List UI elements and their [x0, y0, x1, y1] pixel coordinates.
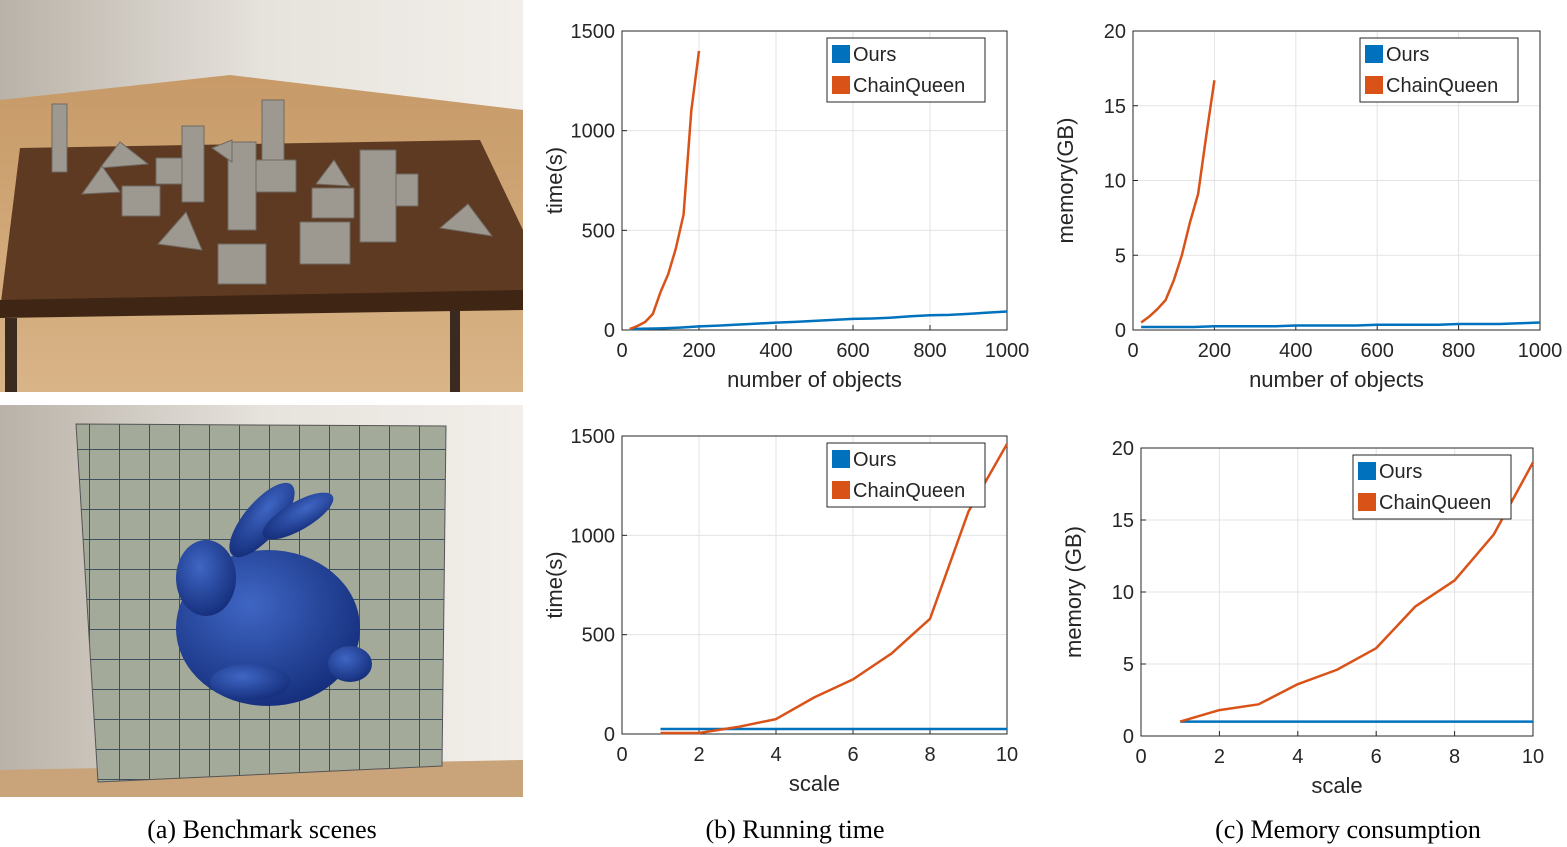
x-tick-label: 4	[770, 744, 781, 766]
x-tick-label: 0	[1135, 746, 1146, 768]
x-axis-label: scale	[789, 771, 840, 796]
legend-label: Ours	[1386, 44, 1429, 66]
y-tick-label: 15	[1112, 510, 1134, 532]
y-tick-label: 20	[1104, 21, 1126, 43]
legend-swatch	[1358, 493, 1376, 511]
x-tick-label: 600	[836, 340, 869, 362]
x-tick-label: 0	[616, 744, 627, 766]
legend-label: ChainQueen	[853, 75, 965, 97]
x-tick-label: 10	[1522, 746, 1544, 768]
legend-swatch	[832, 76, 850, 94]
x-tick-label: 6	[847, 744, 858, 766]
scene-image-top	[0, 0, 523, 392]
y-tick-label: 5	[1123, 654, 1134, 676]
x-tick-label: 4	[1292, 746, 1303, 768]
y-axis-label: memory (GB)	[1061, 526, 1086, 658]
legend-box	[826, 442, 986, 508]
legend-swatch	[1365, 45, 1383, 63]
x-tick-label: 2	[1214, 746, 1225, 768]
axes-frame	[1140, 447, 1534, 737]
chart: 0 2 4 6 8 10 0 5 10 15 20 scale memory (GB) Ours Chain…	[1061, 438, 1544, 798]
legend-box	[1359, 37, 1519, 103]
legend-swatch	[832, 481, 850, 499]
legend: Ours ChainQueen	[826, 442, 986, 508]
data-line	[629, 50, 701, 331]
y-tick-label: 500	[582, 625, 615, 647]
caption: (c) Memory consumption	[1215, 815, 1481, 844]
x-tick-label: 2	[693, 744, 704, 766]
x-tick-label: 800	[913, 340, 946, 362]
x-tick-label: 1000	[985, 340, 1030, 362]
y-tick-label: 0	[1123, 726, 1134, 748]
data-line	[1179, 461, 1535, 723]
y-tick-label: 10	[1104, 171, 1126, 193]
x-axis-label: scale	[1311, 773, 1362, 798]
y-axis-label: time(s)	[542, 147, 567, 214]
chart: 0 200 400 600 800 1000 0 500 1000 1500 number of o…	[542, 21, 1029, 392]
x-tick-label: 10	[996, 744, 1018, 766]
y-axis-label: time(s)	[542, 551, 567, 618]
x-tick-label: 0	[1127, 340, 1138, 362]
legend-swatch	[1358, 462, 1376, 480]
chart: 0 200 400 600 800 1000 0 5 10 15 20 number of objec…	[1053, 21, 1562, 392]
x-tick-label: 6	[1371, 746, 1382, 768]
x-tick-label: 0	[616, 340, 627, 362]
x-axis-label: number of objects	[1249, 367, 1424, 392]
y-tick-label: 1000	[571, 525, 616, 547]
x-tick-label: 200	[1198, 340, 1231, 362]
legend-label: Ours	[853, 44, 896, 66]
x-tick-label: 8	[924, 744, 935, 766]
y-tick-label: 500	[582, 220, 615, 242]
x-tick-label: 8	[1449, 746, 1460, 768]
legend-swatch	[1365, 76, 1383, 94]
x-tick-label: 400	[759, 340, 792, 362]
y-tick-label: 1500	[571, 21, 616, 43]
y-tick-label: 5	[1115, 245, 1126, 267]
data-line	[660, 443, 1009, 735]
legend-swatch	[832, 450, 850, 468]
data-line	[629, 310, 1008, 331]
y-tick-label: 0	[604, 320, 615, 342]
y-tick-label: 0	[1115, 320, 1126, 342]
legend-swatch	[832, 45, 850, 63]
data-line	[1140, 80, 1216, 324]
chart: 0 2 4 6 8 10 0 500 1000 1500 scale time(s) Ours Chain…	[542, 426, 1018, 796]
data-line	[1141, 321, 1541, 329]
x-tick-label: 800	[1442, 340, 1475, 362]
x-tick-label: 200	[682, 340, 715, 362]
legend: Ours ChainQueen	[826, 37, 986, 103]
y-tick-label: 0	[604, 724, 615, 746]
legend-label: ChainQueen	[1379, 492, 1491, 514]
y-tick-label: 10	[1112, 582, 1134, 604]
axes-frame	[621, 30, 1008, 331]
legend-label: ChainQueen	[853, 480, 965, 502]
axes-frame	[621, 435, 1008, 735]
legend-box	[826, 37, 986, 103]
y-tick-label: 15	[1104, 96, 1126, 118]
caption: (a) Benchmark scenes	[147, 815, 377, 844]
legend-label: ChainQueen	[1386, 75, 1498, 97]
legend: Ours ChainQueen	[1352, 454, 1512, 520]
x-tick-label: 600	[1361, 340, 1394, 362]
x-axis-label: number of objects	[727, 367, 902, 392]
x-tick-label: 400	[1279, 340, 1312, 362]
axes-frame	[1132, 30, 1541, 331]
x-tick-label: 1000	[1518, 340, 1563, 362]
y-tick-label: 1500	[571, 426, 616, 448]
caption: (b) Running time	[705, 815, 884, 844]
y-tick-label: 20	[1112, 438, 1134, 460]
scene-image-bottom	[0, 405, 523, 797]
legend-label: Ours	[1379, 461, 1422, 483]
legend-box	[1352, 454, 1512, 520]
y-tick-label: 1000	[571, 121, 616, 143]
y-axis-label: memory(GB)	[1053, 118, 1078, 244]
legend: Ours ChainQueen	[1359, 37, 1519, 103]
legend-label: Ours	[853, 449, 896, 471]
